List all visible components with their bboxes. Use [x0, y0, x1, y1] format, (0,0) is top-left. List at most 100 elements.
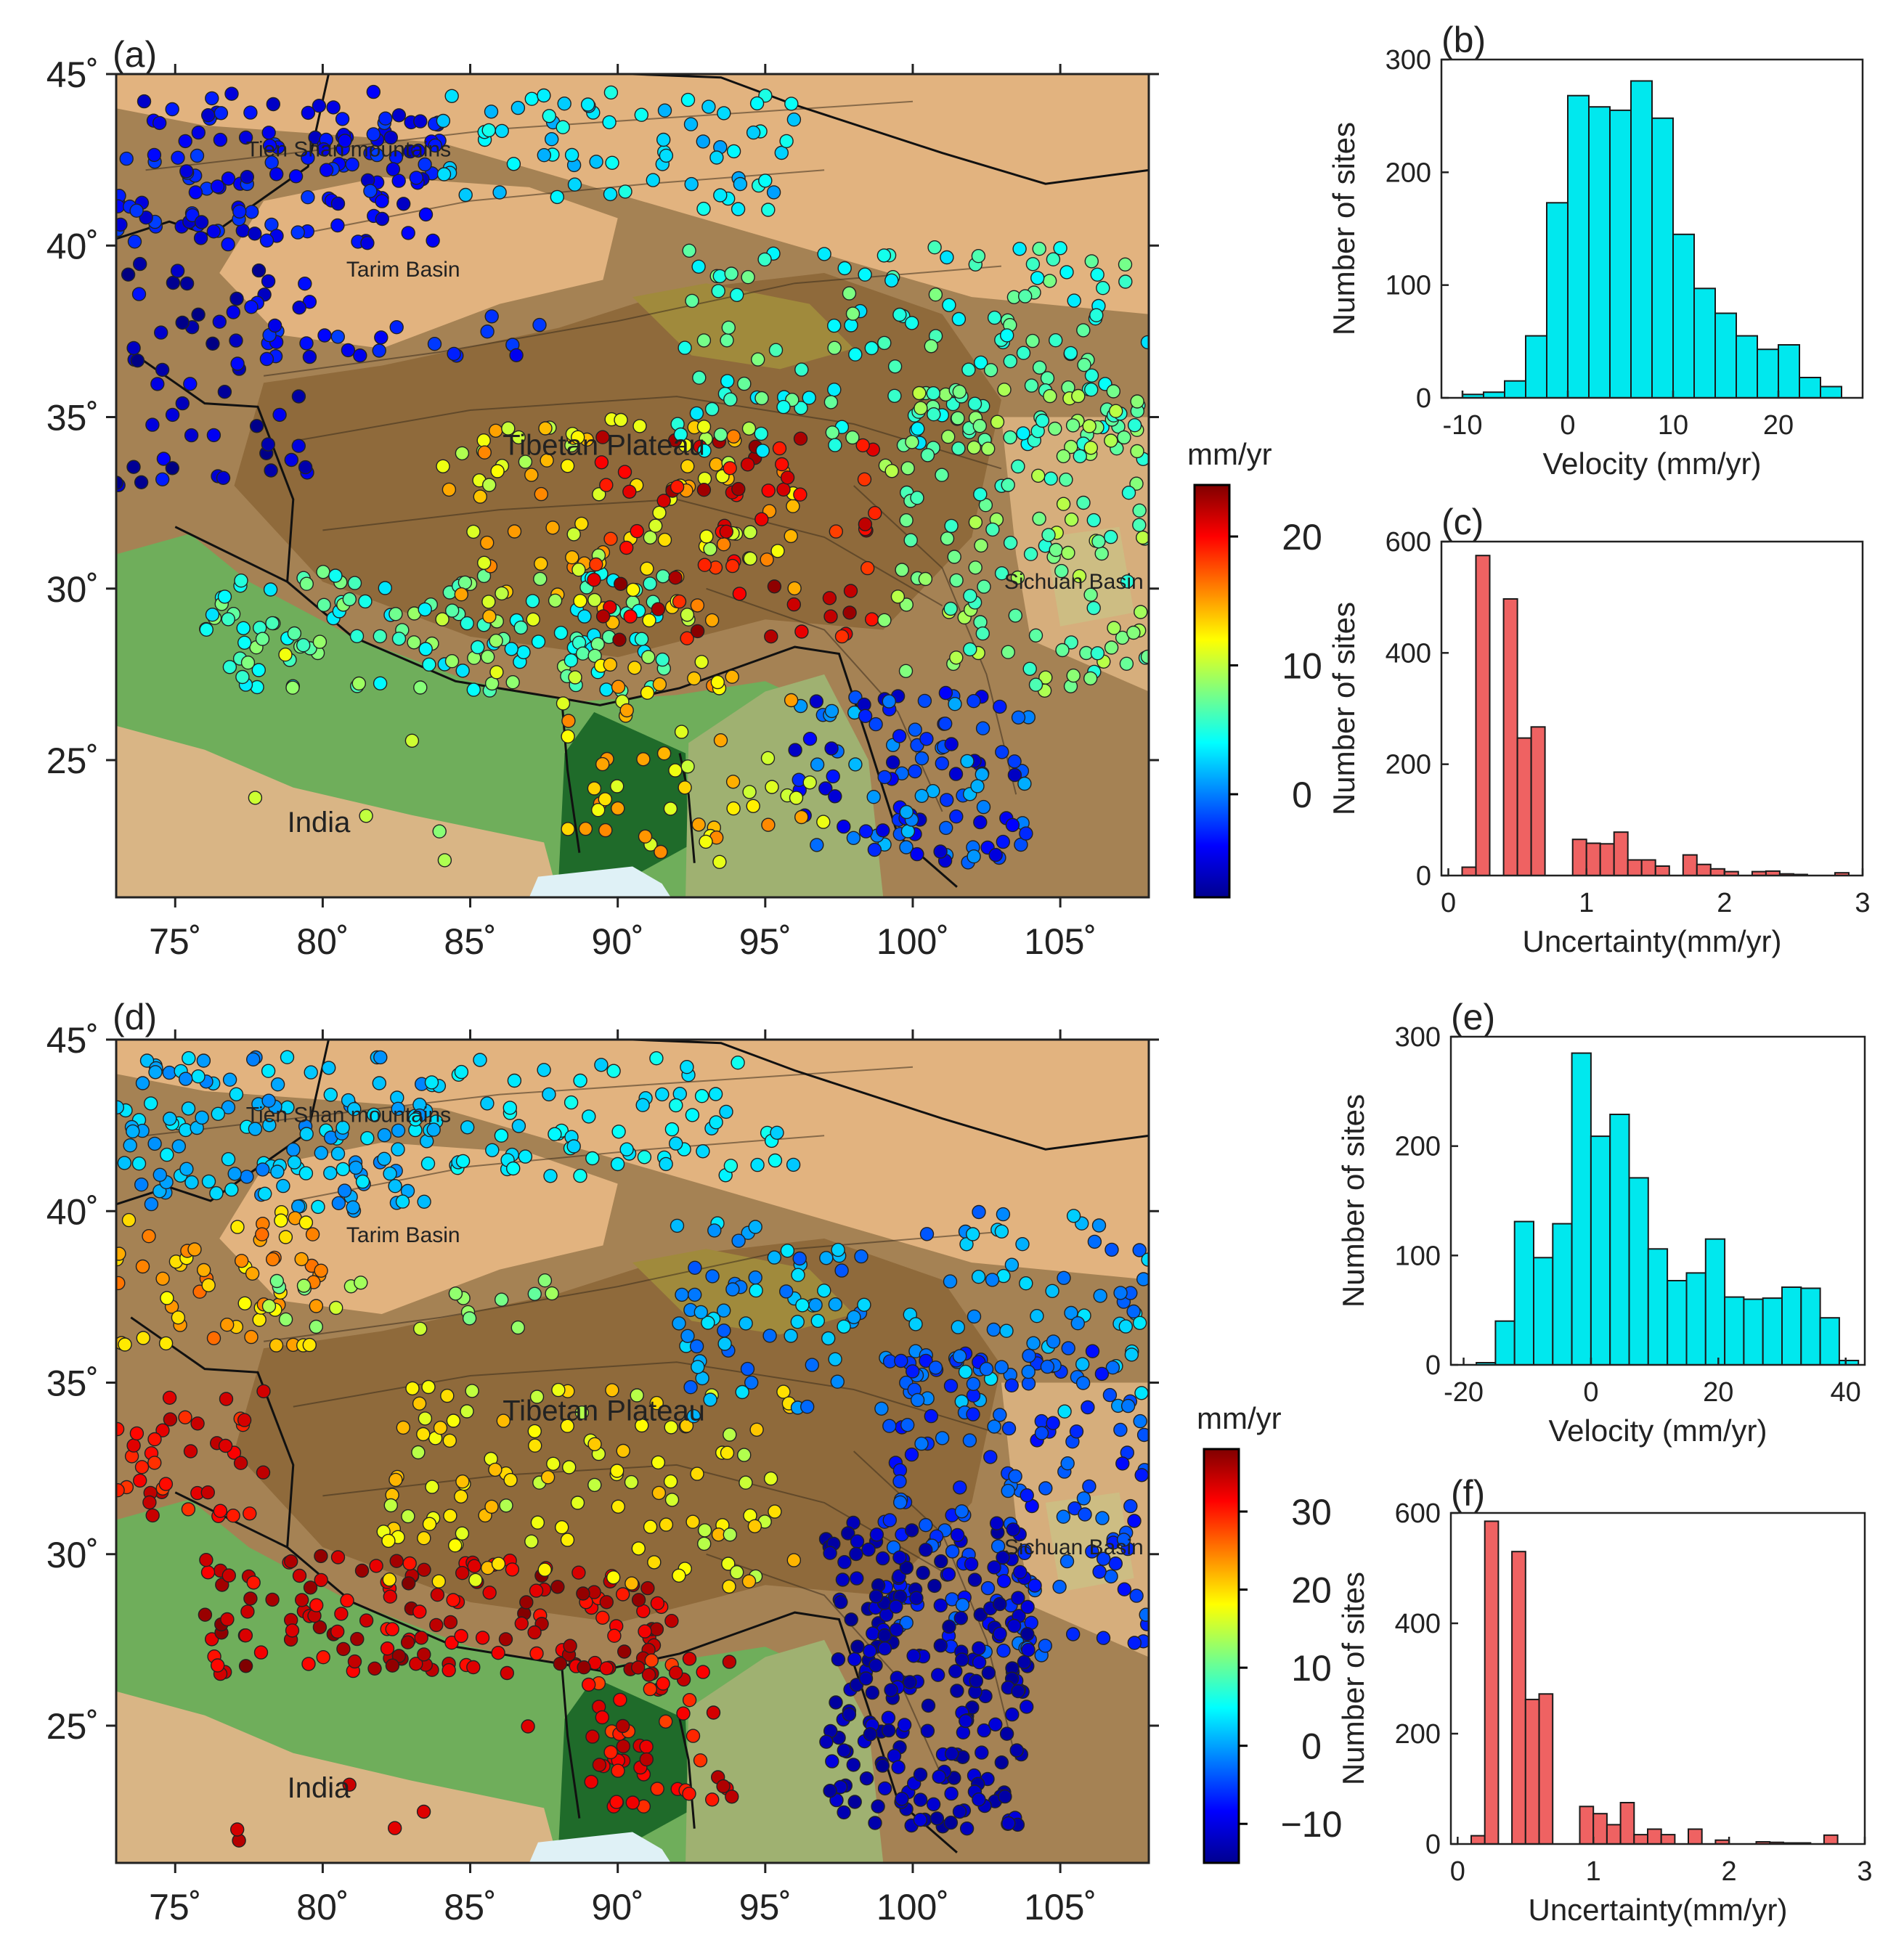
gps-site [179, 1162, 194, 1176]
gps-site [1046, 1416, 1060, 1430]
gps-site [1046, 252, 1061, 266]
gps-site [863, 1727, 878, 1742]
gps-site [471, 640, 485, 655]
gps-site [457, 575, 473, 590]
gps-site [858, 824, 874, 839]
gps-site [442, 482, 457, 497]
histogram-bar [1571, 1052, 1592, 1366]
gps-site [564, 653, 579, 668]
panel-label: (e) [1451, 997, 1495, 1037]
gps-site [221, 1568, 236, 1583]
gps-site [805, 1358, 820, 1372]
gps-site [737, 376, 752, 391]
gps-site [680, 459, 695, 473]
colorbar-tick-label: 20 [1291, 1570, 1332, 1611]
gps-site [817, 247, 831, 261]
gps-site [491, 1557, 506, 1571]
gps-site [619, 703, 634, 718]
gps-site [1117, 430, 1131, 445]
gps-site [821, 1331, 836, 1346]
gps-site [1028, 1578, 1042, 1593]
gps-site [335, 112, 350, 126]
gps-site [999, 1323, 1014, 1338]
gps-site [680, 1329, 695, 1344]
gps-site [692, 370, 707, 385]
gps-site [335, 1120, 350, 1135]
gps-site [292, 301, 306, 315]
gps-site [622, 484, 637, 499]
gps-site [211, 1106, 225, 1122]
gps-site [603, 187, 618, 202]
gps-site [576, 1586, 590, 1601]
gps-site [206, 224, 221, 239]
gps-site [826, 769, 840, 784]
gps-site [829, 524, 844, 539]
gps-site [201, 107, 216, 123]
gps-site [562, 1460, 577, 1474]
gps-site [882, 1513, 898, 1527]
gps-site [1021, 1376, 1036, 1391]
gps-site [250, 680, 264, 695]
gps-site [236, 621, 251, 635]
gps-site [835, 1572, 850, 1587]
gps-site [762, 1329, 777, 1343]
gps-site [1083, 587, 1098, 602]
gps-site [1083, 441, 1099, 455]
gps-site [1081, 1400, 1095, 1415]
gps-site [841, 1526, 855, 1541]
gps-site [895, 563, 909, 577]
gps-site [381, 1533, 396, 1549]
gps-site [1054, 563, 1069, 579]
gps-site [1121, 486, 1136, 500]
gps-site [1120, 574, 1135, 589]
gps-site [755, 444, 770, 458]
gps-site [887, 388, 902, 403]
gps-site [786, 499, 800, 513]
gps-site [261, 1093, 276, 1108]
gps-site [424, 1075, 439, 1090]
gps-site [514, 1616, 529, 1631]
gps-site [899, 597, 914, 612]
gps-site [587, 648, 602, 663]
gps-site [950, 1684, 964, 1698]
gps-site [488, 1462, 503, 1477]
gps-site [226, 305, 240, 319]
gps-site [418, 207, 434, 222]
gps-site [937, 717, 953, 731]
gps-site [740, 1361, 755, 1376]
gps-site [619, 1142, 634, 1156]
gps-site [884, 464, 899, 478]
gps-site [147, 1432, 162, 1447]
gps-site [819, 1734, 834, 1749]
gps-site [578, 821, 593, 836]
gps-site [131, 287, 147, 301]
gps-site [1132, 503, 1147, 518]
gps-site [746, 125, 761, 140]
gps-site [731, 202, 746, 216]
histogram-bar [1685, 1272, 1706, 1366]
gps-site [442, 1433, 457, 1448]
gps-site [924, 339, 939, 354]
gps-site [460, 1404, 474, 1419]
gps-site [612, 632, 627, 647]
gps-site [637, 1150, 652, 1164]
gps-site [659, 1714, 673, 1729]
gps-site [1032, 242, 1046, 256]
gps-site [191, 307, 206, 322]
gps-site [975, 626, 990, 641]
gps-site [1132, 1315, 1147, 1331]
gps-site [1134, 1386, 1149, 1400]
gps-site [726, 429, 741, 444]
gps-site [867, 842, 882, 857]
gps-site [454, 1064, 469, 1080]
gps-site [171, 150, 185, 166]
gps-site [1091, 1218, 1107, 1233]
gps-site [664, 1493, 680, 1507]
gps-site [1108, 1556, 1123, 1571]
gps-site [158, 1336, 174, 1351]
gps-site [1049, 542, 1063, 558]
gps-site [967, 396, 982, 411]
gps-site [229, 291, 244, 306]
gps-site [1139, 1607, 1149, 1622]
gps-site [142, 1495, 157, 1510]
